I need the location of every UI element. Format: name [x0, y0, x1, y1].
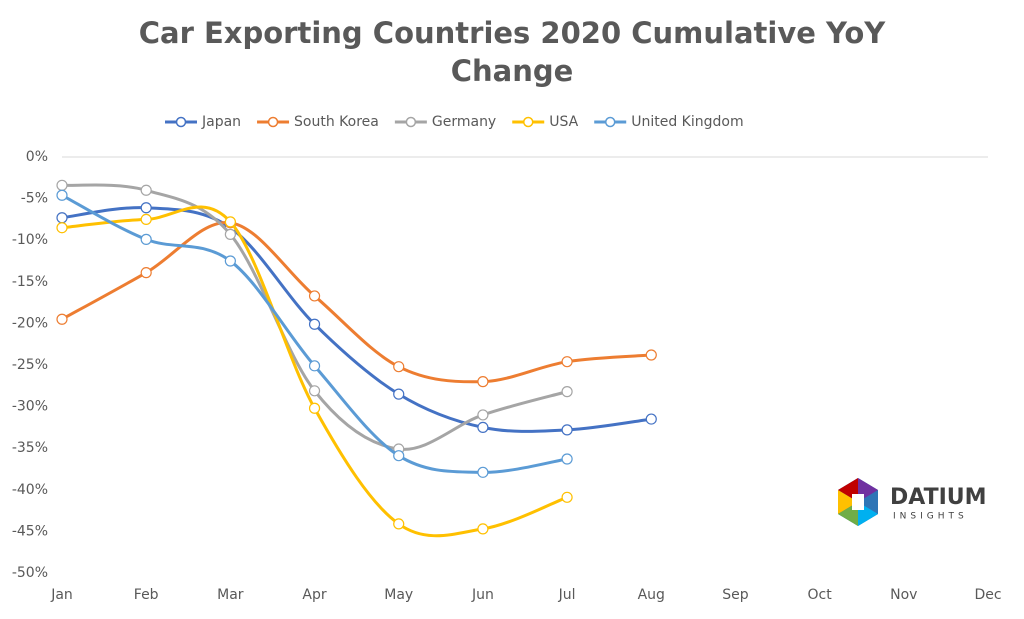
y-tick-label: -50%	[12, 565, 48, 581]
y-tick-label: -45%	[12, 523, 48, 539]
data-point	[308, 290, 321, 302]
data-point	[393, 361, 405, 373]
data-point	[477, 421, 489, 433]
legend-label: United Kingdom	[631, 114, 743, 130]
x-tick-label: Oct	[808, 587, 833, 603]
legend-label: USA	[549, 114, 578, 130]
legend-marker	[175, 116, 187, 128]
logo-icon	[838, 478, 878, 526]
legend-marker	[604, 116, 616, 128]
series-line	[61, 193, 568, 474]
data-point	[56, 189, 68, 201]
y-tick-label: -25%	[12, 357, 48, 373]
data-point	[140, 233, 152, 245]
data-point	[477, 376, 489, 388]
x-tick-label: Apr	[302, 587, 326, 603]
legend-marker	[267, 116, 279, 128]
x-tick-label: Nov	[890, 587, 917, 603]
x-tick-label: Sep	[722, 587, 749, 603]
data-point	[140, 267, 152, 279]
data-point	[561, 453, 573, 465]
data-point	[308, 402, 321, 414]
data-point	[140, 202, 152, 214]
data-point	[308, 385, 321, 397]
y-tick-label: -35%	[12, 440, 48, 456]
x-tick-label: Jul	[558, 587, 576, 603]
x-tick-label: Jun	[471, 587, 494, 603]
data-point	[645, 349, 657, 361]
data-point	[561, 356, 573, 368]
data-point	[56, 212, 68, 224]
data-point	[56, 179, 68, 191]
x-tick-label: Mar	[217, 587, 244, 603]
legend-marker	[522, 116, 534, 128]
data-point	[308, 360, 321, 372]
data-point	[308, 318, 321, 330]
legend-label: Germany	[432, 114, 496, 130]
data-point	[393, 450, 405, 462]
x-tick-label: May	[384, 587, 413, 603]
y-tick-label: -30%	[12, 399, 48, 415]
legend-label: South Korea	[294, 114, 379, 130]
data-point	[477, 409, 489, 421]
legend-label: Japan	[201, 114, 241, 130]
x-tick-label: Jan	[50, 587, 73, 603]
data-point	[561, 386, 573, 398]
legend-marker	[405, 116, 417, 128]
x-tick-label: Aug	[638, 587, 665, 603]
y-tick-label: -20%	[12, 315, 48, 331]
y-tick-label: -40%	[12, 482, 48, 498]
data-point	[224, 216, 236, 228]
x-tick-label: Dec	[974, 587, 1001, 603]
data-point	[224, 255, 236, 267]
data-point	[56, 313, 68, 325]
y-tick-label: 0%	[26, 149, 48, 165]
y-tick-label: -10%	[12, 232, 48, 248]
data-point	[561, 491, 573, 503]
data-point	[140, 213, 152, 225]
data-point	[645, 413, 657, 425]
data-point	[140, 184, 152, 196]
y-tick-label: -15%	[12, 274, 48, 290]
series-line	[61, 206, 652, 433]
data-point	[477, 466, 489, 478]
data-point	[393, 388, 405, 400]
logo-name: DATIUM	[890, 485, 987, 510]
data-point	[561, 424, 573, 436]
data-point	[224, 228, 236, 240]
y-tick-label: -5%	[21, 191, 48, 207]
data-point	[393, 518, 405, 530]
x-tick-label: Feb	[134, 587, 159, 603]
data-point	[477, 523, 489, 535]
series-line	[61, 221, 652, 384]
logo-tagline: INSIGHTS	[893, 512, 968, 522]
chart-title: Car Exporting Countries 2020 Cumulative …	[138, 16, 886, 88]
data-point	[56, 222, 68, 234]
